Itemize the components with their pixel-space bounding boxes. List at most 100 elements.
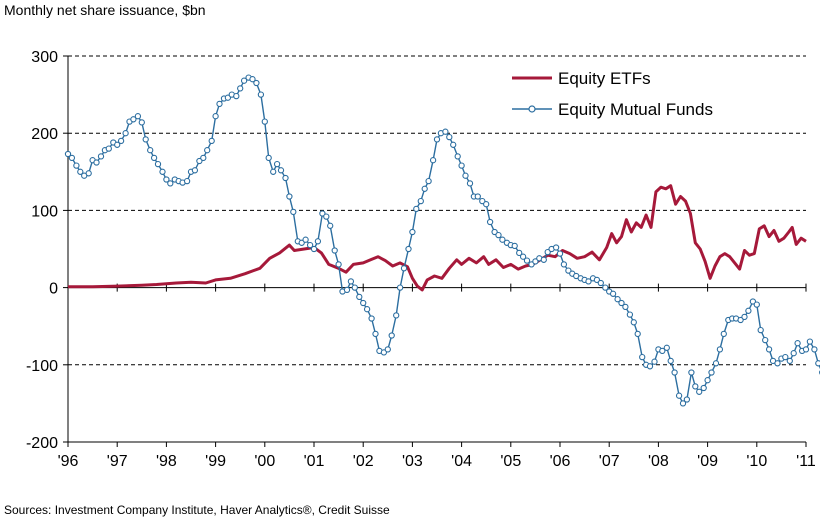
data-point <box>388 332 395 339</box>
data-point <box>93 159 100 166</box>
data-point <box>393 312 400 319</box>
data-point <box>249 76 256 83</box>
data-point <box>483 201 490 208</box>
data-point <box>651 358 658 365</box>
data-point <box>671 369 678 376</box>
x-tick-label: '08 <box>648 453 669 470</box>
data-point <box>138 119 145 126</box>
data-point <box>499 236 506 243</box>
data-point <box>64 150 72 158</box>
data-point <box>802 346 810 353</box>
data-point <box>240 77 248 84</box>
series-layer <box>64 74 820 407</box>
data-point <box>134 113 142 120</box>
data-point <box>310 245 318 253</box>
x-tick-label: '05 <box>500 453 521 470</box>
data-point <box>659 347 666 355</box>
data-point <box>593 276 601 284</box>
data-point <box>618 299 625 307</box>
data-point <box>105 145 112 152</box>
data-point <box>150 154 158 162</box>
x-tick-label: '96 <box>58 453 79 470</box>
grid-lines <box>68 55 806 366</box>
data-point <box>565 267 572 274</box>
data-point <box>704 377 711 384</box>
data-point <box>73 162 80 169</box>
data-point <box>667 357 674 365</box>
data-point <box>413 205 420 213</box>
x-tick-label: '99 <box>205 453 226 470</box>
data-point <box>544 248 551 256</box>
y-tick-label: 200 <box>31 126 58 143</box>
data-point <box>154 160 162 168</box>
data-point <box>765 346 773 353</box>
data-point <box>458 162 465 169</box>
data-point <box>462 172 469 179</box>
data-point <box>774 360 781 367</box>
x-tick-label: '10 <box>746 453 767 470</box>
data-point <box>626 311 634 318</box>
data-point <box>495 231 502 239</box>
data-point <box>556 250 564 257</box>
x-tick-label: '06 <box>550 453 571 470</box>
data-point <box>142 136 149 143</box>
data-point <box>692 383 699 390</box>
data-point <box>516 249 523 257</box>
data-point <box>363 306 371 313</box>
data-point <box>212 113 219 120</box>
data-point <box>614 296 621 303</box>
data-point <box>486 218 494 226</box>
data-point <box>290 208 297 216</box>
x-tick-label: '00 <box>254 453 275 470</box>
data-point <box>794 340 801 347</box>
data-point <box>737 316 744 324</box>
data-point <box>167 180 174 187</box>
data-point <box>273 160 281 168</box>
data-point <box>200 154 207 162</box>
x-tick-label: '11 <box>796 453 816 470</box>
data-point <box>68 154 76 162</box>
data-point <box>114 141 121 148</box>
data-point <box>85 170 92 177</box>
data-point <box>597 279 604 287</box>
data-point <box>757 326 764 334</box>
data-point <box>237 85 244 92</box>
chart-source: Sources: Investment Company Institute, H… <box>4 503 390 517</box>
data-point <box>130 116 137 123</box>
legend-label-etf: Equity ETFs <box>558 69 651 88</box>
legend: Equity ETFs Equity Mutual Funds <box>512 69 713 119</box>
data-point <box>417 197 424 205</box>
data-point <box>368 315 375 322</box>
data-point <box>351 284 358 291</box>
data-point <box>679 400 687 407</box>
data-point <box>622 303 629 311</box>
x-tick-label: '01 <box>304 453 325 470</box>
data-point <box>282 174 289 182</box>
data-point <box>474 193 481 200</box>
x-tick-label: '09 <box>697 453 718 470</box>
data-point <box>208 137 215 145</box>
x-tick-label: '04 <box>451 453 472 470</box>
y-tick-label: -200 <box>26 435 58 452</box>
data-point <box>159 168 166 175</box>
data-point <box>233 92 240 100</box>
data-point <box>741 313 748 321</box>
data-point <box>716 346 724 353</box>
data-point <box>782 353 789 361</box>
x-tick-label: '02 <box>353 453 374 470</box>
data-point <box>257 91 265 98</box>
series-line-etf <box>68 184 807 292</box>
data-point <box>560 261 568 268</box>
data-point <box>630 319 637 326</box>
data-point <box>479 197 486 205</box>
data-point <box>675 392 683 399</box>
data-point <box>147 147 154 154</box>
data-point <box>331 247 338 254</box>
y-tick-label: 100 <box>31 203 58 220</box>
data-point <box>277 167 285 174</box>
data-point <box>762 336 769 344</box>
data-point <box>319 210 326 217</box>
data-point <box>454 153 461 160</box>
data-point <box>286 193 293 200</box>
data-point <box>97 153 105 160</box>
